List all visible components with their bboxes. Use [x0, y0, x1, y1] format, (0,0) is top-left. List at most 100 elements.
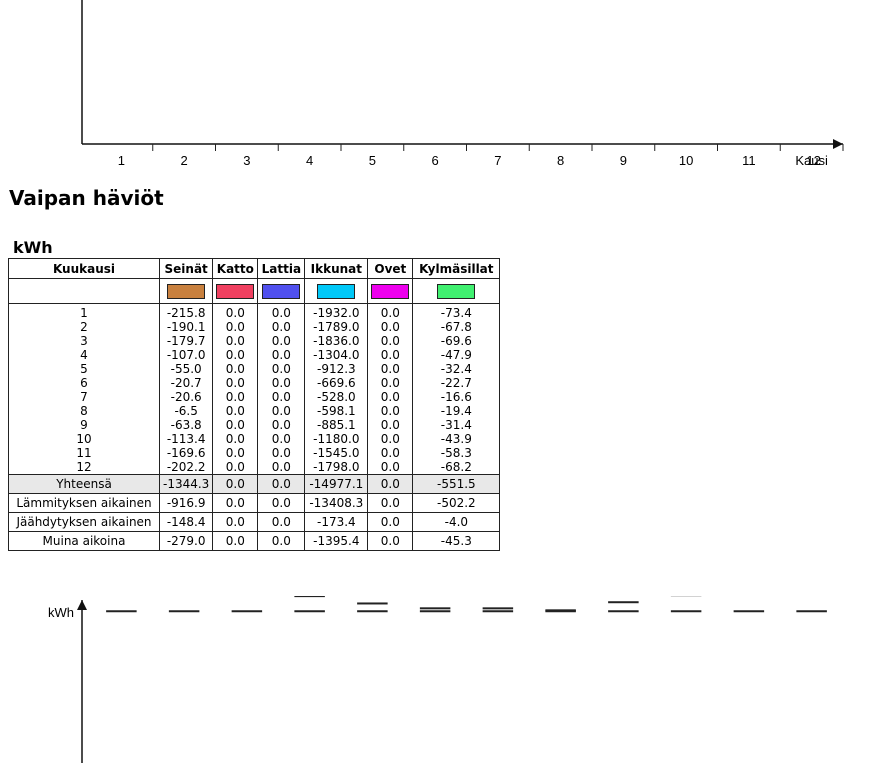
value-cell: -215.8 — [166, 306, 206, 320]
value-cell: 0.0 — [271, 418, 291, 432]
value-cell: -22.7 — [440, 376, 472, 390]
summary-value: 0.0 — [212, 512, 259, 532]
summary-value: -1344.3 — [158, 474, 214, 494]
value-cell: 0.0 — [380, 418, 400, 432]
month-label: 10 — [76, 432, 92, 446]
x-tick-label-overlap: 12 — [806, 153, 820, 168]
month-label: 6 — [80, 376, 88, 390]
bar-segment — [545, 609, 576, 612]
value-cell: -179.7 — [166, 334, 206, 348]
value-cell: -113.4 — [166, 432, 206, 446]
value-cell: 0.0 — [225, 460, 245, 474]
summary-value: 0.0 — [367, 512, 414, 532]
summary-label: Lämmityksen aikainen — [8, 493, 160, 513]
value-cell: 0.0 — [225, 418, 245, 432]
value-cell: 0.0 — [271, 376, 291, 390]
bar-segment — [670, 610, 702, 613]
value-cell: 0.0 — [271, 362, 291, 376]
value-cell: -20.7 — [170, 376, 202, 390]
value-cell: -885.1 — [316, 418, 356, 432]
value-cell: -1304.0 — [313, 348, 360, 362]
value-cell: 0.0 — [271, 334, 291, 348]
x-tick-label: 11 — [742, 153, 756, 168]
x-tick-label: 3 — [243, 153, 250, 168]
summary-label: Muina aikoina — [8, 531, 160, 551]
value-cell: -68.2 — [440, 460, 472, 474]
walls-color-swatch — [167, 283, 206, 299]
value-cell: 0.0 — [225, 404, 245, 418]
month-label: 4 — [80, 348, 88, 362]
value-cell: -669.6 — [316, 376, 356, 390]
bar-segment — [733, 610, 765, 613]
table-unit-label: kWh — [13, 238, 53, 257]
summary-label: Yhteensä — [8, 474, 160, 494]
value-cell: -1789.0 — [313, 320, 360, 334]
windows-column: -1932.0 -1789.0 -1836.0 -1304.0 -912.3 -669.6… — [304, 303, 369, 475]
value-cell: 0.0 — [380, 320, 400, 334]
header-thermal-bridges: Kylmäsillat — [412, 258, 501, 279]
bar-segment — [168, 610, 200, 613]
value-cell: 0.0 — [271, 404, 291, 418]
walls-column: -215.8 -190.1 -179.7 -107.0 -55.0 -20.7 -20.6-… — [158, 303, 214, 475]
thermal-bridges-column: -73.4 -67.8 -69.6 -47.9 -32.4 -22.7 -16.6 -19.4… — [412, 303, 501, 475]
value-cell: 0.0 — [380, 306, 400, 320]
value-cell: -55.0 — [170, 362, 202, 376]
value-cell: -58.3 — [440, 446, 472, 460]
summary-value: -173.4 — [304, 512, 369, 532]
value-cell: 0.0 — [380, 446, 400, 460]
value-cell: 0.0 — [271, 432, 291, 446]
month-label: 9 — [80, 418, 88, 432]
value-cell: -63.8 — [170, 418, 202, 432]
months-column: 1 2 3 4 5 6 7 8 9 10 11 12 — [8, 303, 160, 475]
summary-value: -45.3 — [412, 531, 501, 551]
summary-value: -4.0 — [412, 512, 501, 532]
summary-value: 0.0 — [257, 474, 306, 494]
bar-segment — [106, 610, 137, 613]
value-cell: -19.4 — [440, 404, 472, 418]
value-cell: 0.0 — [225, 320, 245, 334]
x-tick-label: 8 — [557, 153, 564, 168]
value-cell: -528.0 — [316, 390, 356, 404]
value-cell: 0.0 — [271, 446, 291, 460]
envelope-losses-table: Kuukausi Seinät Katto Lattia Ikkunat Ove… — [8, 258, 501, 551]
summary-value: 0.0 — [367, 474, 414, 494]
windows-color-swatch — [317, 283, 356, 299]
value-cell: -1932.0 — [313, 306, 360, 320]
value-cell: 0.0 — [380, 376, 400, 390]
roof-column: 0.0 0.0 0.0 0.0 0.0 0.0 0.0 0.0 0.0 0.0 0.0 0.0 — [212, 303, 259, 475]
summary-value: 0.0 — [212, 531, 259, 551]
month-label: 1 — [80, 306, 88, 320]
value-cell: 0.0 — [380, 404, 400, 418]
value-cell: 0.0 — [271, 306, 291, 320]
summary-row: Muina aikoina -279.0 0.0 0.0 -1395.4 0.0 -45.3 — [8, 531, 501, 551]
header-roof: Katto — [212, 258, 259, 279]
x-tick-label: 7 — [494, 153, 501, 168]
header-doors: Ovet — [367, 258, 414, 279]
summary-row: Jäähdytyksen aikainen -148.4 0.0 0.0 -173.4 0… — [8, 512, 501, 532]
value-cell: -1545.0 — [313, 446, 360, 460]
value-cell: -73.4 — [440, 306, 472, 320]
month-label: 7 — [80, 390, 88, 404]
value-cell: -1836.0 — [313, 334, 360, 348]
value-cell: 0.0 — [225, 376, 245, 390]
monthly-values-row: 1 2 3 4 5 6 7 8 9 10 11 12 -215.8 -190.1 -179.7 -107.0… — [8, 303, 501, 475]
summary-value: 0.0 — [257, 512, 306, 532]
section-heading: Vaipan häviöt — [9, 186, 164, 210]
value-cell: -69.6 — [440, 334, 472, 348]
summary-label: Jäähdytyksen aikainen — [8, 512, 160, 532]
header-windows: Ikkunat — [304, 258, 369, 279]
y-axis-arrow — [77, 600, 87, 610]
x-axis-arrow — [833, 139, 843, 149]
bar-segment — [796, 610, 827, 613]
value-cell: 0.0 — [380, 460, 400, 474]
value-cell: 0.0 — [225, 348, 245, 362]
summary-value: -502.2 — [412, 493, 501, 513]
thermal-bridges-color-swatch — [437, 283, 476, 299]
month-label: 8 — [80, 404, 88, 418]
value-cell: -169.6 — [166, 446, 206, 460]
bar-segment — [608, 601, 639, 604]
bar-segment — [482, 610, 514, 613]
value-cell: -190.1 — [166, 320, 206, 334]
bar-segment — [231, 610, 263, 613]
value-cell: 0.0 — [380, 362, 400, 376]
